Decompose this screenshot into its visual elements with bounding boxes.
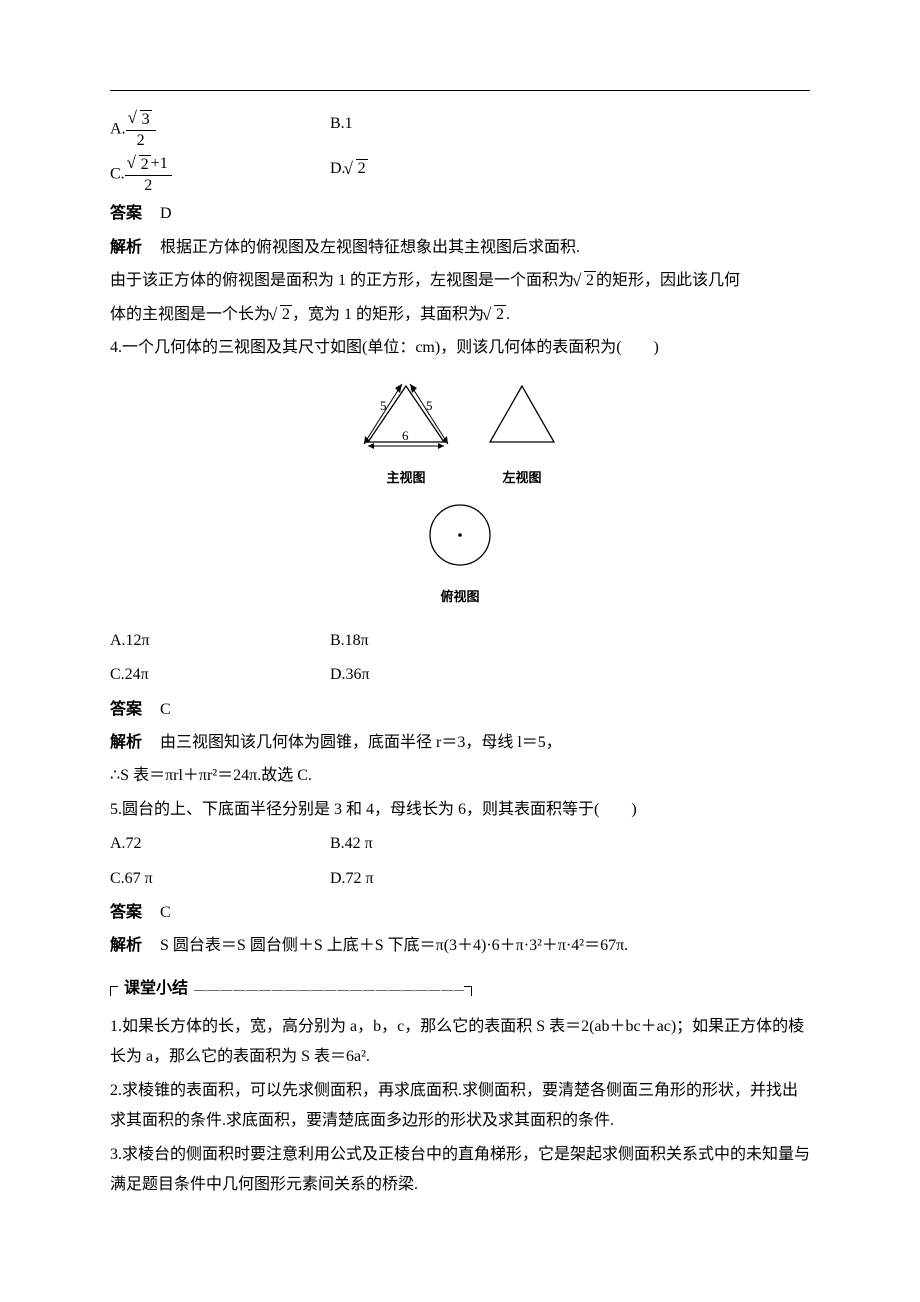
answer-label-2: 答案 [110,701,142,718]
q3-analysis-p2a: 由于该正方体的俯视图是面积为 1 的正方形，左视图是一个面积为 [110,272,574,289]
analysis-label: 解析 [110,239,142,256]
q5-opt-C: C.67 π [110,864,330,894]
q5-answer-val: C [160,904,171,921]
analysis-label-2: 解析 [110,734,142,751]
q5-answer-line: 答案 C [110,898,810,928]
q4-opt-C: C.24π [110,660,330,690]
summary-dashes: — — — — — — — — — — — — — — — — — — — — … [194,978,464,1001]
opt-D-sqrt: 2 [356,159,368,178]
q3-options-row2: C.2+12 D.2 [110,154,810,195]
svg-text:6: 6 [402,428,409,443]
q4-figure: 5 5 6 主视图 左视图 俯视图 [110,380,810,610]
q5-opt-D: D.72 π [330,864,810,894]
summary-title: 课堂小结 [118,974,194,1004]
q3-analysis-p2b: 的矩形，因此该几何 [596,272,740,289]
q3-analysis-p3c: . [506,306,510,323]
q4-stem: 4.一个几何体的三视图及其尺寸如图(单位：cm)，则该几何体的表面积为( ) [110,333,810,363]
q5-options-row1: A.72 B.42 π [110,829,810,859]
q3-option-C: C.2+12 [110,154,330,195]
triangle-front-icon: 5 5 6 [358,380,454,452]
q3-sqrt-1: 2 [584,271,596,290]
q3-answer-val: D [160,205,172,222]
side-view-label: 左视图 [482,466,562,491]
corner-left-icon [110,986,118,996]
triangle-side-icon [482,380,562,452]
q5-analysis-expr: S 圆台表＝S 圆台侧＋S 上底＋S 下底＝π(3＋4)·6＋π·3²＋π·4²… [160,937,628,954]
q4-options-row1: A.12π B.18π [110,626,810,656]
q5-opt-B: B.42 π [330,829,810,859]
svg-text:5: 5 [380,398,387,413]
q3-option-D: D.2 [330,154,810,195]
q3-options-row1: A.32 B.1 [110,109,810,150]
q3-analysis-p3b: ，宽为 1 的矩形，其面积为 [292,306,484,323]
q4-analysis-p1: 由三视图知该几何体为圆锥，底面半径 r＝3，母线 l＝5， [160,734,562,751]
q3-analysis-line1: 解析 根据正方体的俯视图及左视图特征想象出其主视图后求面积. [110,233,810,263]
q3-sqrt-2: 2 [280,305,292,324]
q3-analysis-line3: 体的主视图是一个长为2，宽为 1 的矩形，其面积为2. [110,300,810,331]
front-view-label: 主视图 [358,466,454,491]
summary-p2: 2.求棱锥的表面积，可以先求侧面积，再求底面积.求侧面积，要清楚各侧面三角形的形… [110,1076,810,1137]
answer-label-3: 答案 [110,904,142,921]
opt-A-prefix: A. [110,120,126,137]
opt-C-prefix: C. [110,166,125,183]
q4-top-view: 俯视图 [110,501,810,610]
circle-top-icon [422,501,498,571]
q4-side-view: 左视图 [482,380,562,491]
q3-analysis-line2: 由于该正方体的俯视图是面积为 1 的正方形，左视图是一个面积为 2的矩形，因此该几… [110,266,810,297]
summary-header: 课堂小结 — — — — — — — — — — — — — — — — — —… [110,974,810,1004]
analysis-label-3: 解析 [110,937,142,954]
q3-answer-line: 答案 D [110,199,810,229]
q3-analysis-p3a: 体的主视图是一个长为 [110,306,270,323]
q3-analysis-p1: 根据正方体的俯视图及左视图特征想象出其主视图后求面积. [160,239,580,256]
q4-opt-B: B.18π [330,626,810,656]
q5-opt-A: A.72 [110,829,330,859]
answer-label: 答案 [110,205,142,222]
q4-answer-line: 答案 C [110,695,810,725]
opt-B-prefix: B. [330,115,345,132]
opt-C-num-sqrt: 2 [139,155,151,174]
horizontal-rule-top [110,90,810,91]
opt-A-den: 2 [126,131,156,151]
opt-A-num: 3 [140,110,152,129]
summary-p1: 1.如果长方体的长，宽，高分别为 a，b，c，那么它的表面积 S 表＝2(ab＋… [110,1012,810,1073]
summary-p3: 3.求棱台的侧面积时要注意利用公式及正棱台中的直角梯形，它是架起求侧面积关系式中… [110,1140,810,1201]
q5-analysis-line: 解析 S 圆台表＝S 圆台侧＋S 上底＋S 下底＝π(3＋4)·6＋π·3²＋π… [110,931,810,961]
opt-B-val: 1 [345,115,353,132]
opt-C-den: 2 [125,176,172,196]
q5-stem: 5.圆台的上、下底面半径分别是 3 和 4，母线长为 6，则其表面积等于( ) [110,795,810,825]
q4-answer-val: C [160,701,171,718]
top-view-label: 俯视图 [110,585,810,610]
q4-analysis-line1: 解析 由三视图知该几何体为圆锥，底面半径 r＝3，母线 l＝5， [110,728,810,758]
q5-options-row2: C.67 π D.72 π [110,864,810,894]
opt-A-frac: 32 [126,109,156,150]
q3-option-A: A.32 [110,109,330,150]
svg-text:5: 5 [426,398,433,413]
q4-opt-A: A.12π [110,626,330,656]
q3-sqrt-3: 2 [494,305,506,324]
q4-options-row2: C.24π D.36π [110,660,810,690]
corner-right-icon [464,986,472,996]
opt-C-frac: 2+12 [125,154,172,195]
q4-front-view: 5 5 6 主视图 [358,380,454,491]
q3-option-B: B.1 [330,109,810,150]
opt-C-num-plus: +1 [151,155,168,172]
q4-opt-D: D.36π [330,660,810,690]
q4-analysis-line2: ∴S 表＝πrl＋πr²＝24π.故选 C. [110,761,810,791]
